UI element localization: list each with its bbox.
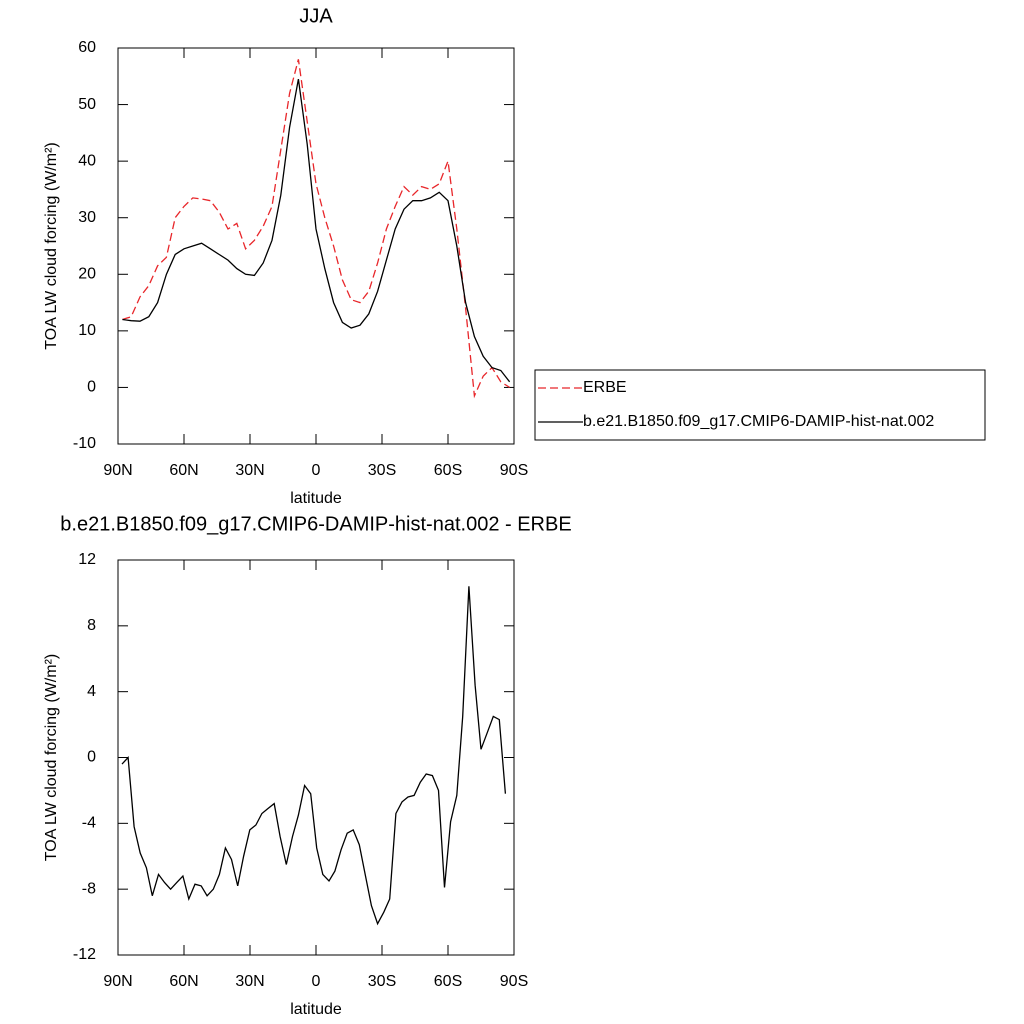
y-tick-label: 10 xyxy=(78,322,96,339)
x-tick-label: 60N xyxy=(169,973,198,990)
x-tick-label: 90N xyxy=(103,973,132,990)
x-tick-label: 60S xyxy=(434,462,462,479)
x-tick-label: 30N xyxy=(235,462,264,479)
y-tick-label: 4 xyxy=(87,683,96,700)
x-tick-label: 60S xyxy=(434,973,462,990)
chart-title: b.e21.B1850.f09_g17.CMIP6-DAMIP-hist-nat… xyxy=(60,513,571,535)
legend-label: b.e21.B1850.f09_g17.CMIP6-DAMIP-hist-nat… xyxy=(583,413,934,430)
x-tick-label: 60N xyxy=(169,462,198,479)
x-tick-label: 90S xyxy=(500,973,528,990)
plot-frame xyxy=(117,47,515,445)
data-line xyxy=(121,586,507,926)
y-axis-label: TOA LW cloud forcing (W/m²) xyxy=(43,142,60,349)
y-tick-label: 0 xyxy=(87,379,96,396)
y-tick-label: 30 xyxy=(78,209,96,226)
y-tick-label: -12 xyxy=(73,946,96,963)
y-tick-label: -8 xyxy=(82,880,96,897)
x-tick-label: 90S xyxy=(500,462,528,479)
x-tick-label: 0 xyxy=(312,462,321,479)
y-tick-label: 12 xyxy=(78,551,96,568)
data-line xyxy=(122,78,511,383)
y-tick-label: 20 xyxy=(78,266,96,283)
x-tick-label: 30N xyxy=(235,973,264,990)
y-tick-label: -10 xyxy=(73,435,96,452)
x-tick-label: 30S xyxy=(368,462,396,479)
y-axis-label: TOA LW cloud forcing (W/m²) xyxy=(43,654,60,861)
x-axis-label: latitude xyxy=(290,490,342,507)
legend-label: ERBE xyxy=(583,379,627,396)
legend-frame xyxy=(534,369,986,441)
y-tick-label: 0 xyxy=(87,749,96,766)
y-tick-label: 50 xyxy=(78,96,96,113)
x-axis-label: latitude xyxy=(290,1001,342,1018)
plot-frame xyxy=(117,559,515,956)
x-tick-label: 90N xyxy=(103,462,132,479)
x-tick-label: 0 xyxy=(312,973,321,990)
x-tick-label: 30S xyxy=(368,973,396,990)
y-tick-label: -4 xyxy=(82,815,96,832)
y-tick-label: 8 xyxy=(87,617,96,634)
chart-title: JJA xyxy=(299,5,333,27)
data-line xyxy=(122,59,510,399)
y-tick-label: 60 xyxy=(78,39,96,56)
y-tick-label: 40 xyxy=(78,152,96,169)
